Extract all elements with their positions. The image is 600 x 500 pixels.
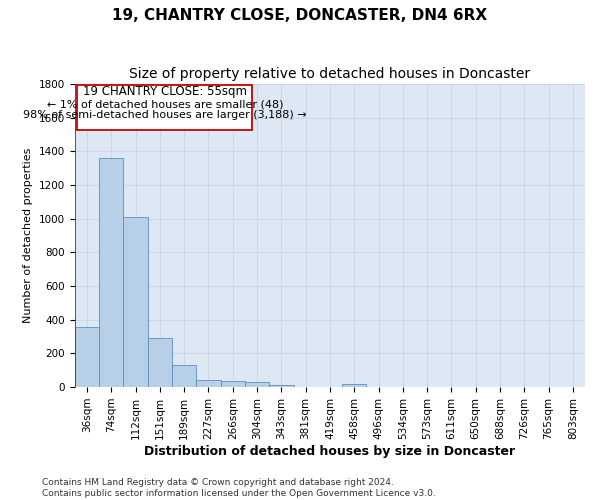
Bar	[75, 328, 99, 387]
X-axis label: Distribution of detached houses by size in Doncaster: Distribution of detached houses by size …	[145, 444, 515, 458]
Text: Contains HM Land Registry data © Crown copyright and database right 2024.
Contai: Contains HM Land Registry data © Crown c…	[42, 478, 436, 498]
Text: 98% of semi-detached houses are larger (3,188) →: 98% of semi-detached houses are larger (…	[23, 110, 307, 120]
Bar	[245, 382, 269, 387]
Text: 19 CHANTRY CLOSE: 55sqm: 19 CHANTRY CLOSE: 55sqm	[83, 85, 247, 98]
Text: ← 1% of detached houses are smaller (48): ← 1% of detached houses are smaller (48)	[47, 100, 283, 110]
Bar	[221, 381, 245, 387]
Bar	[124, 217, 148, 387]
Y-axis label: Number of detached properties: Number of detached properties	[23, 148, 34, 324]
Bar	[148, 338, 172, 387]
Bar	[196, 380, 221, 387]
Bar	[99, 158, 124, 387]
FancyBboxPatch shape	[77, 85, 252, 130]
Bar	[342, 384, 367, 387]
Title: Size of property relative to detached houses in Doncaster: Size of property relative to detached ho…	[130, 68, 530, 82]
Bar	[269, 384, 293, 387]
Text: 19, CHANTRY CLOSE, DONCASTER, DN4 6RX: 19, CHANTRY CLOSE, DONCASTER, DN4 6RX	[112, 8, 488, 22]
Bar	[172, 365, 196, 387]
